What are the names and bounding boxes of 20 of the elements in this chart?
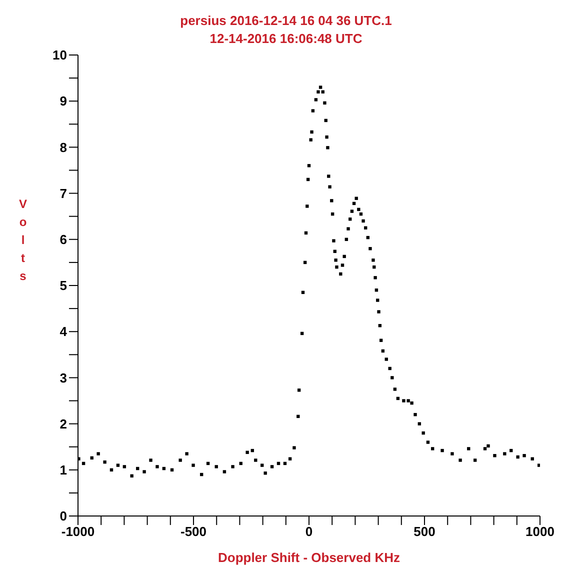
y-tick-label: 1: [60, 462, 67, 478]
y-tick-label: 9: [60, 94, 67, 109]
chart-subtitle: 12-14-2016 16:06:48 UTC: [208, 30, 364, 48]
y-tick-label: 8: [60, 140, 67, 155]
y-tick-label: 10: [52, 48, 67, 63]
y-tick-label: 7: [60, 186, 67, 201]
y-axis-title: Volts: [18, 197, 28, 283]
y-tick-label: 6: [60, 232, 67, 248]
y-tick-label: 5: [60, 278, 67, 294]
y-tick-label: 3: [60, 370, 67, 386]
x-tick-label: -1000: [61, 524, 95, 540]
chart-title: persius 2016-12-14 16 04 36 UTC.1: [179, 12, 393, 30]
x-tick-label: 0: [305, 524, 313, 540]
y-tick-label: 0: [60, 508, 67, 524]
y-tick-label: 2: [60, 416, 67, 432]
x-tick-label: 1000: [526, 524, 554, 540]
x-tick-label: 500: [414, 524, 436, 540]
x-axis-title: Doppler Shift - Observed KHz: [218, 550, 401, 565]
y-tick-label: 4: [60, 324, 68, 340]
x-tick-label: -500: [180, 524, 207, 540]
